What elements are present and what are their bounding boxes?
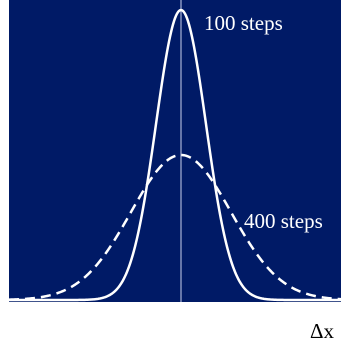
x-axis-label: Δx: [310, 319, 335, 343]
series-curve-100-steps: [9, 8, 341, 302]
series-label-400-steps: 400 steps: [244, 209, 323, 233]
series-label-100-steps: 100 steps: [204, 11, 283, 35]
plot-area: [9, 0, 341, 302]
series-curve-400-steps: [8, 153, 341, 301]
curves-layer: [8, 8, 341, 302]
